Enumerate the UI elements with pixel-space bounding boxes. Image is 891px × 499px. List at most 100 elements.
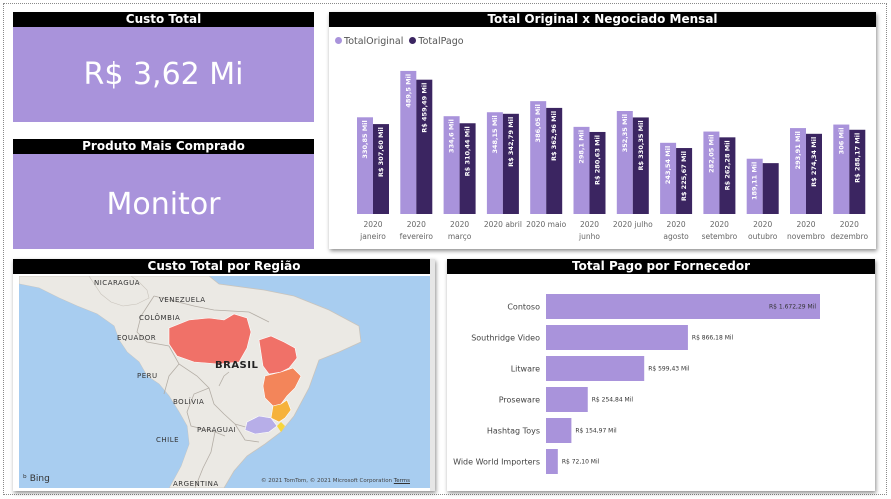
map-label-bolivia: BOLÍVIA [173, 397, 204, 406]
kpi-card-total-cost[interactable]: Custo Total R$ 3,62 Mi [13, 12, 314, 122]
region-rio[interactable] [277, 422, 285, 432]
data-label-pago-5: R$ 280,63 Mil [594, 135, 602, 185]
supplier-chart-svg: Contoso R$ 1.672,29 Mil Southridge Video R$… [453, 294, 820, 474]
bar-pago-7[interactable] [676, 148, 693, 214]
kpi-product-value: Monitor [106, 187, 221, 222]
region-maranhao[interactable] [258, 335, 298, 375]
supplier-bar-1[interactable] [546, 325, 688, 350]
monthly-chart-svg: 330,85 Mil R$ 307,60 Mil 2020 janeiro 489,5 … [357, 70, 869, 241]
supplier-bar-5[interactable] [546, 449, 558, 474]
bar-original-1[interactable] [400, 70, 417, 214]
bar-pago-2[interactable] [459, 123, 476, 214]
map-label-nicaragua: NICARAGUA [94, 279, 140, 287]
data-label-original-2: 334,6 Mil [448, 119, 456, 153]
bar-pago-6[interactable] [632, 117, 649, 214]
monthly-chart-card[interactable]: Total Original x Negociado Mensal TotalO… [329, 12, 876, 249]
visual-toolbar [692, 249, 852, 264]
data-label-original-7: 243,54 Mil [664, 146, 672, 184]
legend-item-original[interactable]: TotalOriginal [335, 36, 403, 47]
region-sudeste[interactable] [270, 399, 292, 423]
supplier-bar-2[interactable] [546, 356, 645, 381]
country-borders [136, 295, 270, 488]
map-label-brasil: BRASIL [215, 360, 258, 371]
region-sul[interactable] [244, 415, 278, 435]
supplier-name-5: Wide World Importers [453, 458, 540, 467]
x-tick-label-11-1: dezembro [831, 232, 869, 241]
kpi-product-body: Monitor [13, 154, 314, 249]
bar-pago-5[interactable] [589, 131, 606, 214]
data-label-original-10: 293,91 Mil [794, 131, 802, 169]
data-label-original-8: 282,05 Mil [707, 135, 715, 173]
kpi-card-top-product[interactable]: Produto Mais Comprado Monitor [13, 139, 314, 249]
supplier-value-3: R$ 254,84 Mil [592, 397, 634, 404]
bar-original-9[interactable] [746, 158, 763, 214]
data-label-original-6: 352,35 Mil [621, 114, 629, 152]
region-nordeste[interactable] [262, 367, 302, 407]
bar-original-4[interactable] [530, 101, 547, 214]
map-label-equador: EQUADOR [117, 334, 156, 342]
region-map-title: Custo Total por Região [13, 259, 435, 274]
supplier-value-2: R$ 599,43 Mil [648, 366, 690, 373]
bar-original-2[interactable] [443, 116, 460, 214]
bar-original-7[interactable] [660, 142, 677, 214]
data-label-original-9: 189,11 Mil [751, 162, 759, 200]
x-tick-label-2-1: março [448, 232, 472, 241]
x-tick-label-9-0: 2020 [753, 220, 772, 229]
supplier-name-3: Proseware [499, 396, 540, 405]
x-tick-label-10-1: novembro [787, 232, 825, 241]
bar-original-0[interactable] [357, 117, 373, 214]
supplier-value-1: R$ 866,18 Mil [692, 335, 734, 342]
attribution-text: © 2021 TomTom, © 2021 Microsoft Corporat… [261, 478, 393, 484]
bar-pago-10[interactable] [806, 133, 822, 214]
bar-pago-0[interactable] [373, 124, 389, 214]
data-label-pago-8: R$ 262,28 Mil [723, 140, 731, 190]
bar-pago-9[interactable] [762, 163, 779, 214]
map-svg: NICARAGUA VENEZUELA COLÔMBIA EQUADOR BRA… [19, 276, 362, 488]
bar-original-10[interactable] [790, 128, 806, 214]
bing-icon: ᵇ [23, 474, 27, 484]
map-label-colombia: COLÔMBIA [139, 313, 180, 322]
supplier-bar-4[interactable] [546, 418, 572, 443]
map-label-peru: PERU [137, 372, 158, 380]
supplier-chart-card[interactable]: Total Pago por Fornecedor Contoso R$ 1.67… [447, 259, 875, 491]
legend-item-pago[interactable]: TotalPago [409, 36, 464, 47]
bar-original-3[interactable] [486, 112, 503, 214]
legend-label-original: TotalOriginal [344, 36, 404, 47]
bar-original-11[interactable] [833, 124, 850, 214]
supplier-bar-3[interactable] [546, 387, 588, 412]
region-map[interactable]: NICARAGUA VENEZUELA COLÔMBIA EQUADOR BRA… [19, 276, 432, 488]
x-tick-label-9-1: outubro [748, 232, 778, 241]
region-map-card[interactable]: Custo Total por Região NICARAGUA VENEZUE… [13, 259, 435, 491]
kpi-total-title: Custo Total [13, 12, 314, 27]
data-label-pago-6: R$ 330,35 Mil [637, 120, 645, 170]
supplier-name-4: Hashtag Toys [487, 427, 540, 436]
supplier-name-0: Contoso [507, 303, 540, 312]
supplier-value-4: R$ 154,97 Mil [575, 428, 617, 435]
x-tick-label-4-0: 2020 maio [526, 220, 566, 229]
bing-label: Bing [29, 474, 50, 484]
data-label-original-5: 298,1 Mil [578, 130, 586, 164]
data-label-original-1: 489,5 Mil [404, 74, 412, 108]
terms-link[interactable]: Terms [393, 478, 410, 484]
data-label-pago-3: R$ 342,79 Mil [507, 117, 515, 167]
data-label-pago-0: R$ 307,60 Mil [377, 127, 385, 177]
bar-pago-11[interactable] [849, 129, 866, 214]
x-tick-label-8-1: setembro [702, 232, 738, 241]
bar-pago-1[interactable] [416, 79, 433, 215]
data-label-original-4: 386,05 Mil [534, 104, 542, 142]
bar-original-8[interactable] [703, 131, 720, 214]
bar-pago-8[interactable] [719, 137, 736, 214]
region-norte[interactable] [168, 313, 252, 365]
bar-original-6[interactable] [616, 111, 633, 214]
data-label-pago-7: R$ 225,67 Mil [680, 151, 688, 201]
x-tick-label-5-0: 2020 [580, 220, 599, 229]
x-tick-label-5-1: junho [578, 232, 600, 241]
supplier-chart-title: Total Pago por Fornecedor [447, 259, 875, 274]
map-scrollbar[interactable] [430, 259, 435, 491]
supplier-bar-0[interactable] [546, 294, 820, 319]
kpi-total-body: R$ 3,62 Mi [13, 27, 314, 122]
bar-original-5[interactable] [573, 126, 590, 214]
bar-pago-3[interactable] [502, 113, 519, 214]
bar-pago-4[interactable] [546, 107, 563, 214]
data-label-pago-2: R$ 310,44 Mil [464, 126, 472, 176]
